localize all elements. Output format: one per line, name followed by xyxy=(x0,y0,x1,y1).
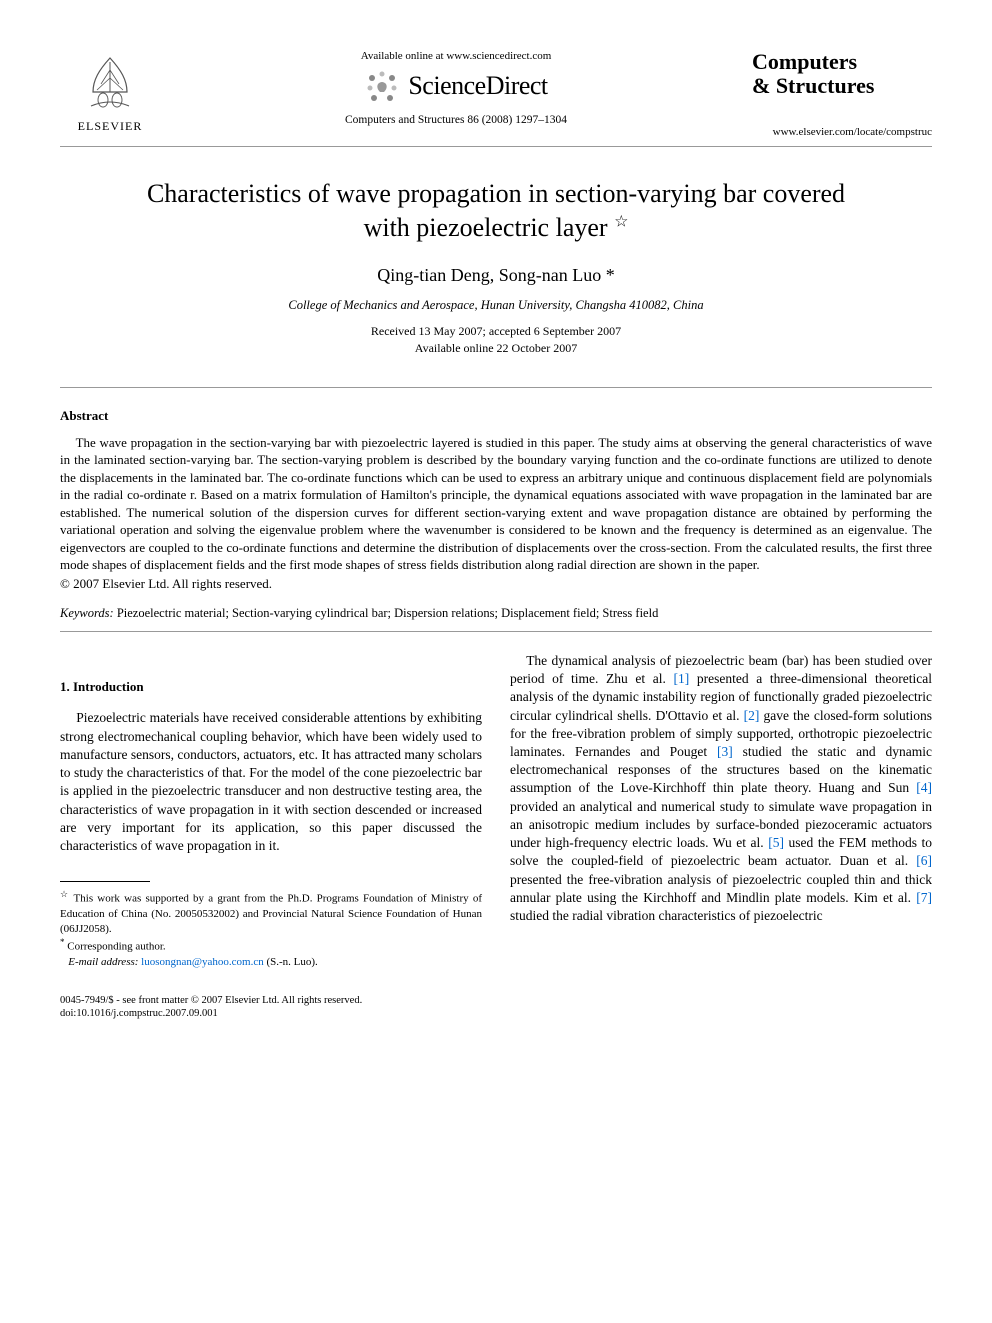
journal-name-line2: & Structures xyxy=(752,74,932,98)
reference-link-3[interactable]: [3] xyxy=(717,744,733,759)
abstract-heading: Abstract xyxy=(60,408,932,424)
sciencedirect-icon xyxy=(364,68,400,104)
journal-url: www.elsevier.com/locate/compstruc xyxy=(752,126,932,138)
title-line-2: with piezoelectric layer xyxy=(364,213,608,242)
available-online-text: Available online at www.sciencedirect.co… xyxy=(180,50,732,62)
publisher-logo-block: ELSEVIER xyxy=(60,50,160,134)
abstract-copyright: © 2007 Elsevier Ltd. All rights reserved… xyxy=(60,576,932,592)
keywords-label: Keywords: xyxy=(60,606,114,620)
funding-text: This work was supported by a grant from … xyxy=(60,893,482,935)
email-suffix: (S.-n. Luo). xyxy=(264,956,318,968)
divider xyxy=(60,387,932,388)
section-1-heading: 1. Introduction xyxy=(60,678,482,696)
footnotes: ☆ This work was supported by a grant fro… xyxy=(60,888,482,970)
sciencedirect-text: ScienceDirect xyxy=(408,71,547,101)
article-title: Characteristics of wave propagation in s… xyxy=(100,177,892,245)
reference-link-6[interactable]: [6] xyxy=(916,853,932,868)
journal-name-line1: Computers xyxy=(752,50,932,74)
intro-text-h: studied the radial vibration characteris… xyxy=(510,908,823,923)
intro-paragraph-2: The dynamical analysis of piezoelectric … xyxy=(510,652,932,925)
front-matter-line: 0045-7949/$ - see front matter © 2007 El… xyxy=(60,994,362,1008)
article-dates: Received 13 May 2007; accepted 6 Septemb… xyxy=(60,323,932,357)
left-column: 1. Introduction Piezoelectric materials … xyxy=(60,652,482,970)
keywords-row: Keywords: Piezoelectric material; Sectio… xyxy=(60,606,932,621)
reference-link-1[interactable]: [1] xyxy=(674,671,690,686)
email-footnote: E-mail address: luosongnan@yahoo.com.cn … xyxy=(60,955,482,970)
footer-left: 0045-7949/$ - see front matter © 2007 El… xyxy=(60,994,362,1021)
funding-star-icon: ☆ xyxy=(60,889,70,899)
reference-link-7[interactable]: [7] xyxy=(916,890,932,905)
right-column: The dynamical analysis of piezoelectric … xyxy=(510,652,932,970)
title-line-1: Characteristics of wave propagation in s… xyxy=(147,179,845,208)
journal-citation: Computers and Structures 86 (2008) 1297–… xyxy=(180,114,732,126)
reference-link-5[interactable]: [5] xyxy=(768,835,784,850)
sciencedirect-logo: ScienceDirect xyxy=(180,68,732,104)
email-label: E-mail address: xyxy=(68,956,138,968)
header-center: Available online at www.sciencedirect.co… xyxy=(160,50,752,126)
page-footer: 0045-7949/$ - see front matter © 2007 El… xyxy=(60,994,932,1021)
corresponding-text: Corresponding author. xyxy=(65,941,166,953)
divider xyxy=(60,631,932,632)
footnote-rule xyxy=(60,881,150,882)
keywords-text: Piezoelectric material; Section-varying … xyxy=(114,606,659,620)
publisher-name: ELSEVIER xyxy=(60,119,160,134)
intro-text-g: presented the free-vibration analysis of… xyxy=(510,872,932,905)
reference-link-4[interactable]: [4] xyxy=(916,780,932,795)
email-link[interactable]: luosongnan@yahoo.com.cn xyxy=(141,956,264,968)
body-columns: 1. Introduction Piezoelectric materials … xyxy=(60,652,932,970)
available-online-date: Available online 22 October 2007 xyxy=(415,341,577,355)
author#authors-line: Qing-tian Deng, Song-nan Luo * xyxy=(60,265,932,286)
doi-line: doi:10.1016/j.compstruc.2007.09.001 xyxy=(60,1007,362,1021)
elsevier-tree-icon xyxy=(79,50,141,117)
journal-title-block: Computers & Structures www.elsevier.com/… xyxy=(752,50,932,138)
abstract-body: The wave propagation in the section-vary… xyxy=(60,434,932,574)
funding-footnote: ☆ This work was supported by a grant fro… xyxy=(60,888,482,936)
intro-paragraph-1: Piezoelectric materials have received co… xyxy=(60,709,482,855)
affiliation: College of Mechanics and Aerospace, Huna… xyxy=(60,298,932,313)
received-accepted: Received 13 May 2007; accepted 6 Septemb… xyxy=(371,324,621,338)
journal-header: ELSEVIER Available online at www.science… xyxy=(60,50,932,147)
corresponding-footnote: * Corresponding author. xyxy=(60,936,482,955)
reference-link-2[interactable]: [2] xyxy=(744,708,760,723)
title-footnote-marker: ☆ xyxy=(614,214,628,231)
